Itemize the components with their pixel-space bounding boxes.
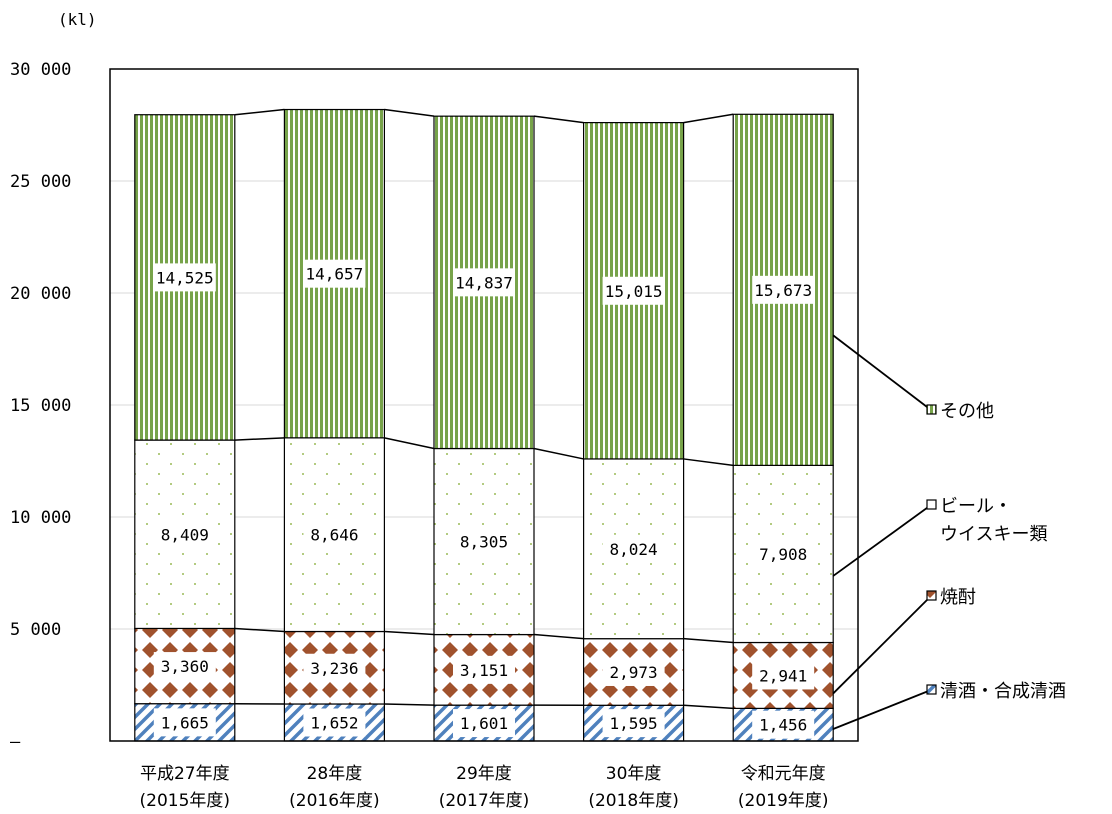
data-label-box xyxy=(153,708,216,737)
legend-label: ビール・ xyxy=(940,496,1012,517)
data-label-box xyxy=(303,520,366,549)
data-label: 8,305 xyxy=(460,533,508,552)
data-label-box xyxy=(752,539,815,568)
series-connector-line xyxy=(683,458,734,467)
data-label: 14,837 xyxy=(455,273,513,292)
data-label: 1,601 xyxy=(460,714,508,733)
data-label-box xyxy=(153,520,216,549)
data-label: 8,646 xyxy=(310,526,358,545)
data-label-box xyxy=(752,275,815,304)
series-connector-line xyxy=(683,704,734,710)
series-connector-line xyxy=(234,108,285,116)
x-category-label: (2016年度) xyxy=(289,791,380,811)
data-label: 1,456 xyxy=(759,716,807,735)
legend-swatch xyxy=(926,684,937,695)
data-label: 2,941 xyxy=(759,666,807,685)
data-label-box xyxy=(752,710,815,739)
x-category-label: (2018年度) xyxy=(588,791,679,811)
data-labels: 1,665 3,360 8,409 14,525 1,652 3,236 8,646 14,6… xyxy=(153,259,815,739)
data-label: 14,525 xyxy=(156,268,214,287)
series-connector-line xyxy=(384,437,435,450)
y-tick-label: 15 000 xyxy=(10,396,71,416)
x-category-label: 29年度 xyxy=(456,764,512,784)
data-label: 3,151 xyxy=(460,661,508,680)
data-label: 7,908 xyxy=(759,545,807,564)
y-tick-label: 25 000 xyxy=(10,172,71,192)
x-category-label: 30年度 xyxy=(606,764,662,784)
series-connector-line xyxy=(384,703,435,706)
series-connector-line xyxy=(683,637,734,644)
data-label: 3,236 xyxy=(310,659,358,678)
series-connector-line xyxy=(683,113,734,124)
data-label: 1,652 xyxy=(310,713,358,732)
y-tick-label: 20 000 xyxy=(10,284,71,304)
legend-leader-line xyxy=(832,334,932,411)
data-label: 14,657 xyxy=(306,265,364,284)
x-category-label: 28年度 xyxy=(307,764,363,784)
data-label: 1,595 xyxy=(610,714,658,733)
y-tick-label: – xyxy=(10,732,21,752)
data-label-box xyxy=(303,708,366,737)
x-category-label: 平成27年度 xyxy=(140,764,230,784)
y-axis-unit-label: (kl) xyxy=(58,10,97,29)
axes: – 5 000 10 000 15 000 20 000 25 000 30 000 平成27… xyxy=(10,60,828,811)
plot-area-frame xyxy=(109,68,859,742)
data-label-box xyxy=(453,709,515,738)
legend-leader-line xyxy=(832,504,932,577)
series-connector-line xyxy=(234,437,285,441)
bars xyxy=(134,108,834,742)
data-label-box xyxy=(602,709,665,738)
x-category-label: (2015年度) xyxy=(140,791,231,811)
data-label-box xyxy=(602,657,665,686)
bar-segment xyxy=(283,630,385,705)
legend-label: 焼酎 xyxy=(940,587,976,608)
data-label-box xyxy=(453,268,515,297)
data-label: 3,360 xyxy=(161,657,209,676)
data-label-box xyxy=(153,652,216,681)
y-tick-label: 5 000 xyxy=(10,620,61,640)
data-label: 8,409 xyxy=(161,525,209,544)
x-category-label: (2017年度) xyxy=(439,791,530,811)
y-tick-label: 30 000 xyxy=(10,60,71,80)
data-label: 2,973 xyxy=(610,663,658,682)
series-connector-line xyxy=(533,633,584,640)
legend-leader-line xyxy=(832,595,932,695)
data-label-box xyxy=(602,276,665,305)
legend-label: ウイスキー類 xyxy=(940,524,1047,545)
series-connector-line xyxy=(384,630,435,636)
series-connector-line xyxy=(384,108,435,117)
series-connector-lines xyxy=(234,108,734,710)
x-category-label: (2019年度) xyxy=(738,791,829,811)
legend-label: 清酒・合成清酒 xyxy=(940,681,1066,702)
series-connector-line xyxy=(234,627,285,633)
data-label-box xyxy=(453,655,515,684)
data-label: 8,024 xyxy=(610,540,658,559)
y-tick-label: 10 000 xyxy=(10,508,71,528)
x-category-label: 令和元年度 xyxy=(741,764,826,784)
data-label: 15,673 xyxy=(754,281,812,300)
data-label: 1,665 xyxy=(161,713,209,732)
data-label-box xyxy=(153,263,216,292)
series-connector-line xyxy=(533,115,584,124)
series-connector-line xyxy=(533,447,584,460)
legend-swatch xyxy=(926,590,937,601)
data-label-box xyxy=(602,534,665,563)
data-label: 15,015 xyxy=(605,282,663,301)
legend-label: その他 xyxy=(940,401,994,422)
data-label-box xyxy=(303,653,366,682)
data-label-box xyxy=(752,661,815,690)
legend-leader-line xyxy=(832,689,932,730)
data-label-box xyxy=(303,259,366,288)
legend-swatch xyxy=(926,404,937,415)
data-label-box xyxy=(453,527,515,556)
legend-swatch xyxy=(926,499,937,510)
